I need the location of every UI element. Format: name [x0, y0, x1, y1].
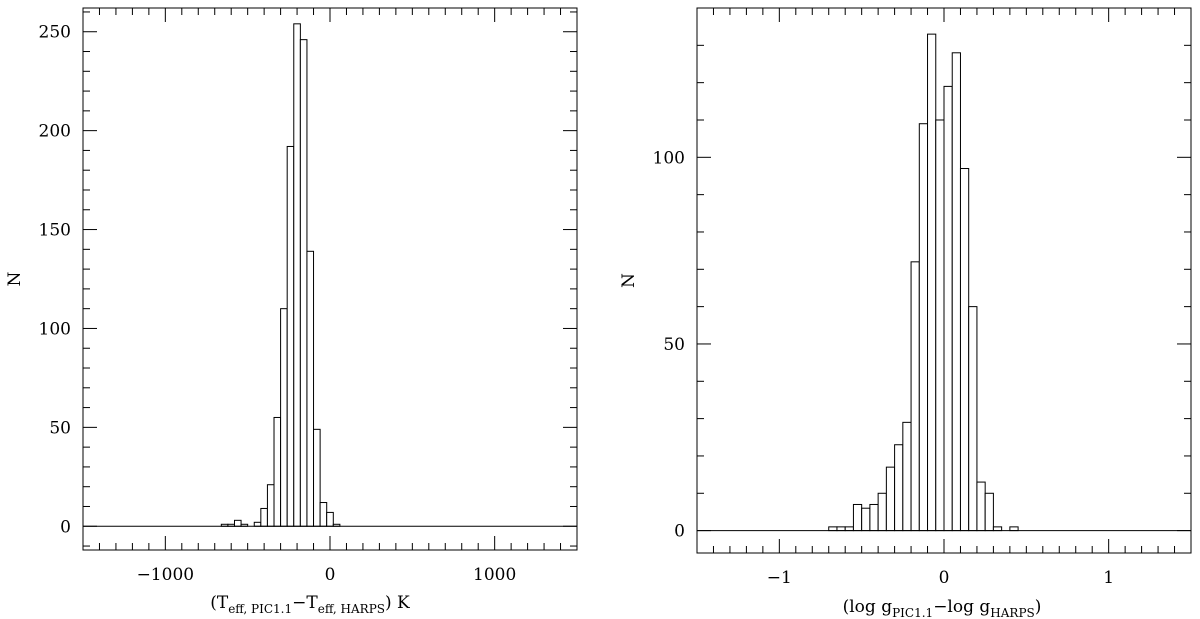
logg-x-axis-label: (log gPIC1.1−log gHARPS): [843, 597, 1042, 619]
logg-bar: [844, 526, 854, 532]
teff-y-tick-label: 0: [60, 517, 71, 537]
logg-y-tick-label: 50: [663, 335, 685, 355]
logg-bar: [1009, 526, 1019, 532]
teff-y-tick-label: 200: [39, 122, 71, 142]
logg-bar: [894, 444, 904, 532]
teff-bar: [273, 416, 282, 527]
logg-bar: [877, 492, 887, 532]
teff-xlabel-sub1: eff, PIC1.1: [228, 602, 292, 616]
teff-xlabel-prefix: (T: [210, 593, 229, 613]
logg-bar: [836, 526, 846, 532]
logg-xlabel-sub2: HARPS: [990, 606, 1034, 619]
teff-bar: [260, 507, 268, 527]
logg-xlabel-mid: −log g: [933, 597, 990, 617]
logg-bar: [828, 526, 838, 532]
logg-xlabel-prefix: (log g: [843, 597, 893, 617]
teff-x-tick-label: −1000: [137, 565, 195, 585]
teff-y-tick-label: 250: [39, 23, 71, 43]
logg-x-tick-label: 0: [939, 568, 950, 588]
logg-histogram-panel: −1 0 1 0 50 100 N (log gPIC1.1−log gHARPS): [619, 7, 1192, 619]
logg-y-axis-label: N: [619, 273, 639, 288]
teff-histogram-bars: [220, 23, 341, 527]
logg-bar: [976, 481, 986, 532]
teff-bar: [313, 428, 321, 527]
teff-axis-ticks: [82, 8, 578, 550]
logg-bar: [852, 503, 863, 532]
logg-bar: [910, 261, 920, 532]
logg-xlabel-suffix: ): [1035, 597, 1042, 617]
teff-xlabel-sub2: eff, HARPS: [318, 602, 385, 616]
logg-tick-labels: −1 0 1 0 50 100: [653, 148, 1115, 588]
teff-bar: [306, 250, 315, 527]
teff-bar: [253, 521, 262, 527]
teff-bar: [319, 502, 328, 527]
logg-bar: [927, 33, 937, 532]
logg-y-tick-label: 0: [674, 522, 685, 542]
teff-y-tick-label: 100: [39, 319, 71, 339]
teff-bar: [233, 519, 242, 527]
teff-x-tick-label: 1000: [473, 565, 516, 585]
logg-axis-ticks: [696, 7, 1192, 553]
teff-histogram-panel: −1000 0 1000 0 50 100 150 200 250 N (Teff, PIC1.…: [5, 7, 578, 616]
logg-bar: [935, 119, 945, 532]
teff-xlabel-mid: −T: [292, 593, 318, 613]
logg-xlabel-sub1: PIC1.1: [892, 606, 933, 619]
logg-x-tick-label: 1: [1103, 568, 1114, 588]
teff-x-axis-label: (Teff, PIC1.1−Teff, HARPS) K: [210, 593, 410, 616]
logg-histogram-bars: [828, 33, 1019, 532]
logg-bar: [992, 526, 1003, 532]
logg-bar: [943, 85, 953, 532]
teff-tick-labels: −1000 0 1000 0 50 100 150 200 250: [39, 23, 517, 585]
teff-bar: [280, 308, 288, 527]
teff-xlabel-suffix: ) K: [385, 593, 410, 613]
logg-bar: [869, 503, 879, 532]
teff-bar: [286, 145, 295, 527]
teff-y-tick-label: 150: [39, 221, 71, 241]
logg-bar: [918, 123, 929, 532]
teff-y-tick-label: 50: [49, 418, 71, 438]
logg-x-tick-label: −1: [767, 568, 792, 588]
logg-bar: [968, 306, 978, 532]
logg-bar: [902, 421, 912, 532]
teff-bar: [266, 484, 275, 527]
teff-bar: [299, 39, 308, 527]
logg-bar: [984, 492, 994, 532]
teff-plot-frame: [82, 7, 578, 551]
logg-bar: [861, 507, 871, 532]
logg-bar: [959, 168, 970, 532]
teff-bar: [326, 511, 334, 527]
logg-bar: [951, 52, 961, 532]
teff-y-axis-label: N: [5, 271, 25, 286]
teff-bar: [293, 23, 301, 527]
logg-bar: [885, 466, 896, 532]
teff-x-tick-label: 0: [325, 565, 336, 585]
logg-y-tick-label: 100: [653, 148, 685, 168]
